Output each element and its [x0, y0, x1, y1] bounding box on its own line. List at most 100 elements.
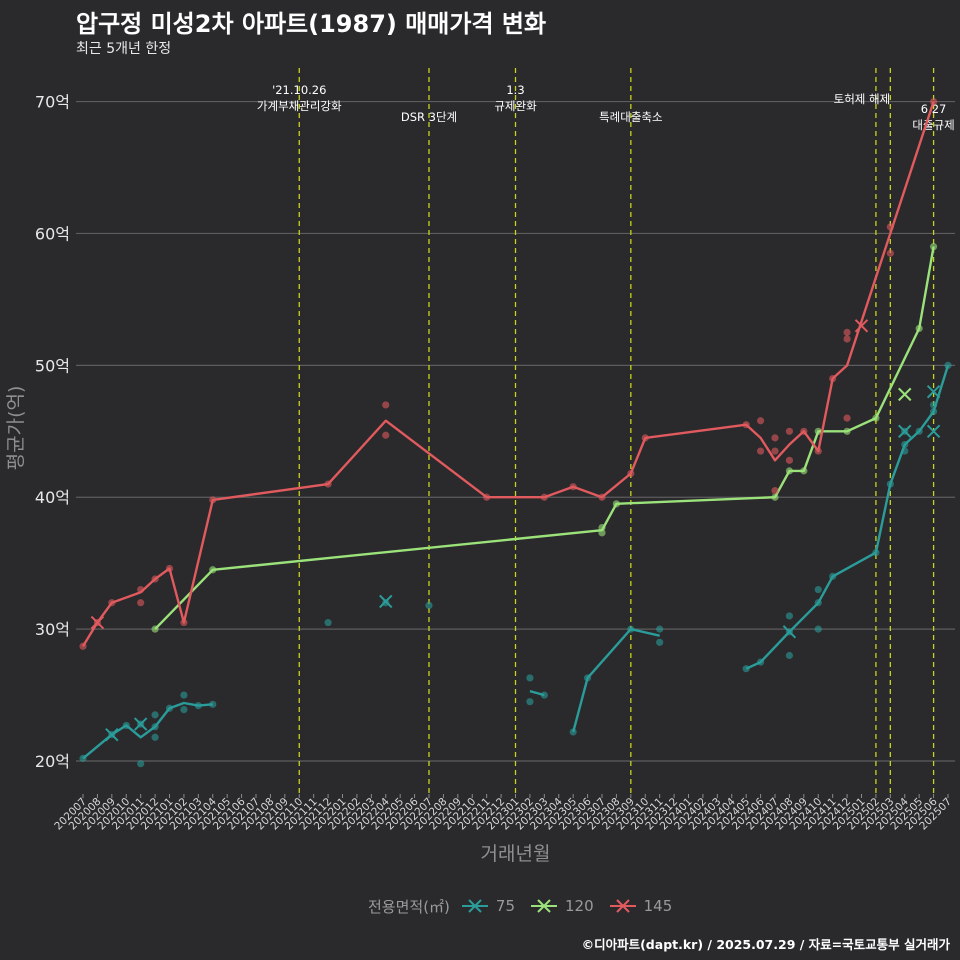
data-point-145 [108, 599, 116, 607]
legend-label-75: 75 [495, 897, 515, 915]
event-label: 규제완화 [494, 99, 537, 113]
data-point-75 [785, 651, 794, 660]
series-line-75 [745, 365, 950, 670]
cancelled-marker-75 [133, 717, 148, 731]
data-point-145 [756, 417, 765, 425]
data-point-120 [800, 467, 808, 475]
data-point-75 [901, 440, 909, 449]
source-footer: ©디아파트(dapt.kr) / 2025.07.29 / 자료=국토교통부 실… [581, 937, 950, 952]
event-label: '21.10.26 [272, 83, 326, 97]
event-label: 1.3 [506, 83, 524, 97]
cancelled-marker-75 [926, 385, 941, 399]
data-point-120 [814, 427, 822, 435]
event-label: DSR 3단계 [401, 110, 457, 124]
data-point-75 [194, 702, 202, 710]
cancelled-marker-75 [926, 424, 941, 439]
data-point-75 [915, 427, 923, 435]
data-point-75 [151, 733, 159, 741]
y-tick-label: 70억 [35, 93, 70, 112]
data-point-145 [382, 401, 390, 409]
data-point-75 [526, 674, 534, 682]
data-point-145 [324, 480, 332, 488]
data-point-120 [929, 243, 938, 251]
data-point-75 [886, 480, 894, 488]
chart-subtitle: 최근 5개년 한정 [76, 41, 172, 57]
data-point-145 [771, 487, 779, 495]
data-point-145 [771, 434, 779, 442]
data-point-120 [785, 467, 794, 475]
data-point-75 [656, 625, 664, 633]
data-point-75 [151, 723, 159, 731]
y-tick-label: 40억 [35, 488, 70, 507]
data-point-75 [180, 705, 188, 714]
cancelled-marker-75 [105, 727, 119, 742]
series-line-75 [82, 701, 213, 760]
data-point-120 [771, 493, 779, 501]
data-point-145 [785, 427, 794, 435]
data-point-75 [165, 704, 174, 712]
y-tick-label: 30억 [35, 620, 70, 639]
data-point-145 [151, 575, 159, 583]
data-point-145 [137, 585, 145, 594]
data-point-75 [929, 401, 938, 409]
data-point-145 [814, 447, 822, 455]
data-point-145 [209, 496, 217, 504]
data-point-145 [785, 456, 794, 464]
data-point-75 [929, 407, 938, 416]
data-point-75 [785, 612, 794, 620]
data-point-75 [814, 585, 822, 594]
data-point-145 [569, 483, 577, 491]
data-point-120 [598, 529, 606, 537]
data-point-75 [209, 700, 217, 708]
data-point-145 [843, 328, 851, 336]
data-point-120 [209, 566, 217, 574]
data-point-120 [872, 414, 880, 422]
y-axis-title: 평균가(억) [5, 386, 27, 471]
data-point-145 [180, 618, 188, 627]
data-point-75 [814, 625, 822, 633]
event-label: 대출규제 [912, 118, 954, 132]
data-point-145 [540, 493, 548, 501]
data-point-75 [742, 665, 750, 673]
data-point-145 [929, 97, 938, 106]
legend-item-75: 75 [460, 896, 515, 916]
data-point-120 [612, 500, 621, 508]
data-point-75 [540, 691, 548, 699]
data-point-145 [137, 599, 145, 607]
event-label: 가계부채관리강화 [257, 99, 342, 113]
cancelled-marker-75 [379, 594, 393, 609]
data-point-75 [79, 754, 87, 762]
data-point-120 [915, 324, 923, 333]
y-tick-label: 60억 [35, 224, 70, 243]
chart-title: 압구정 미성2차 아파트(1987) 매매가격 변화 [76, 10, 547, 38]
cancelled-marker-145 [90, 615, 105, 630]
data-point-75 [814, 599, 822, 607]
legend-item-145: 145 [608, 896, 672, 916]
data-point-145 [886, 249, 894, 257]
legend-label-120: 120 [565, 897, 594, 915]
data-point-145 [165, 564, 174, 573]
data-point-75 [944, 361, 952, 369]
data-point-75 [151, 711, 159, 719]
data-point-75 [756, 658, 765, 666]
legend-key-145 [609, 899, 636, 913]
data-point-120 [151, 625, 159, 633]
legend-title: 전용면적(㎡) [368, 897, 450, 916]
data-point-145 [756, 447, 765, 455]
legend: 전용면적(㎡) 75 120 145 [368, 895, 686, 917]
data-point-145 [771, 447, 779, 455]
data-point-75 [425, 601, 433, 609]
data-point-145 [843, 414, 851, 422]
data-point-145 [79, 642, 87, 650]
data-point-75 [137, 760, 145, 768]
cancelled-marker-145 [854, 319, 869, 333]
data-point-145 [829, 374, 837, 383]
data-point-145 [800, 427, 808, 435]
series-line-120 [154, 246, 935, 630]
data-point-120 [843, 427, 851, 435]
cancelled-marker-120 [898, 387, 912, 402]
data-point-145 [843, 335, 851, 343]
data-point-75 [872, 549, 880, 557]
data-point-120 [598, 523, 606, 532]
